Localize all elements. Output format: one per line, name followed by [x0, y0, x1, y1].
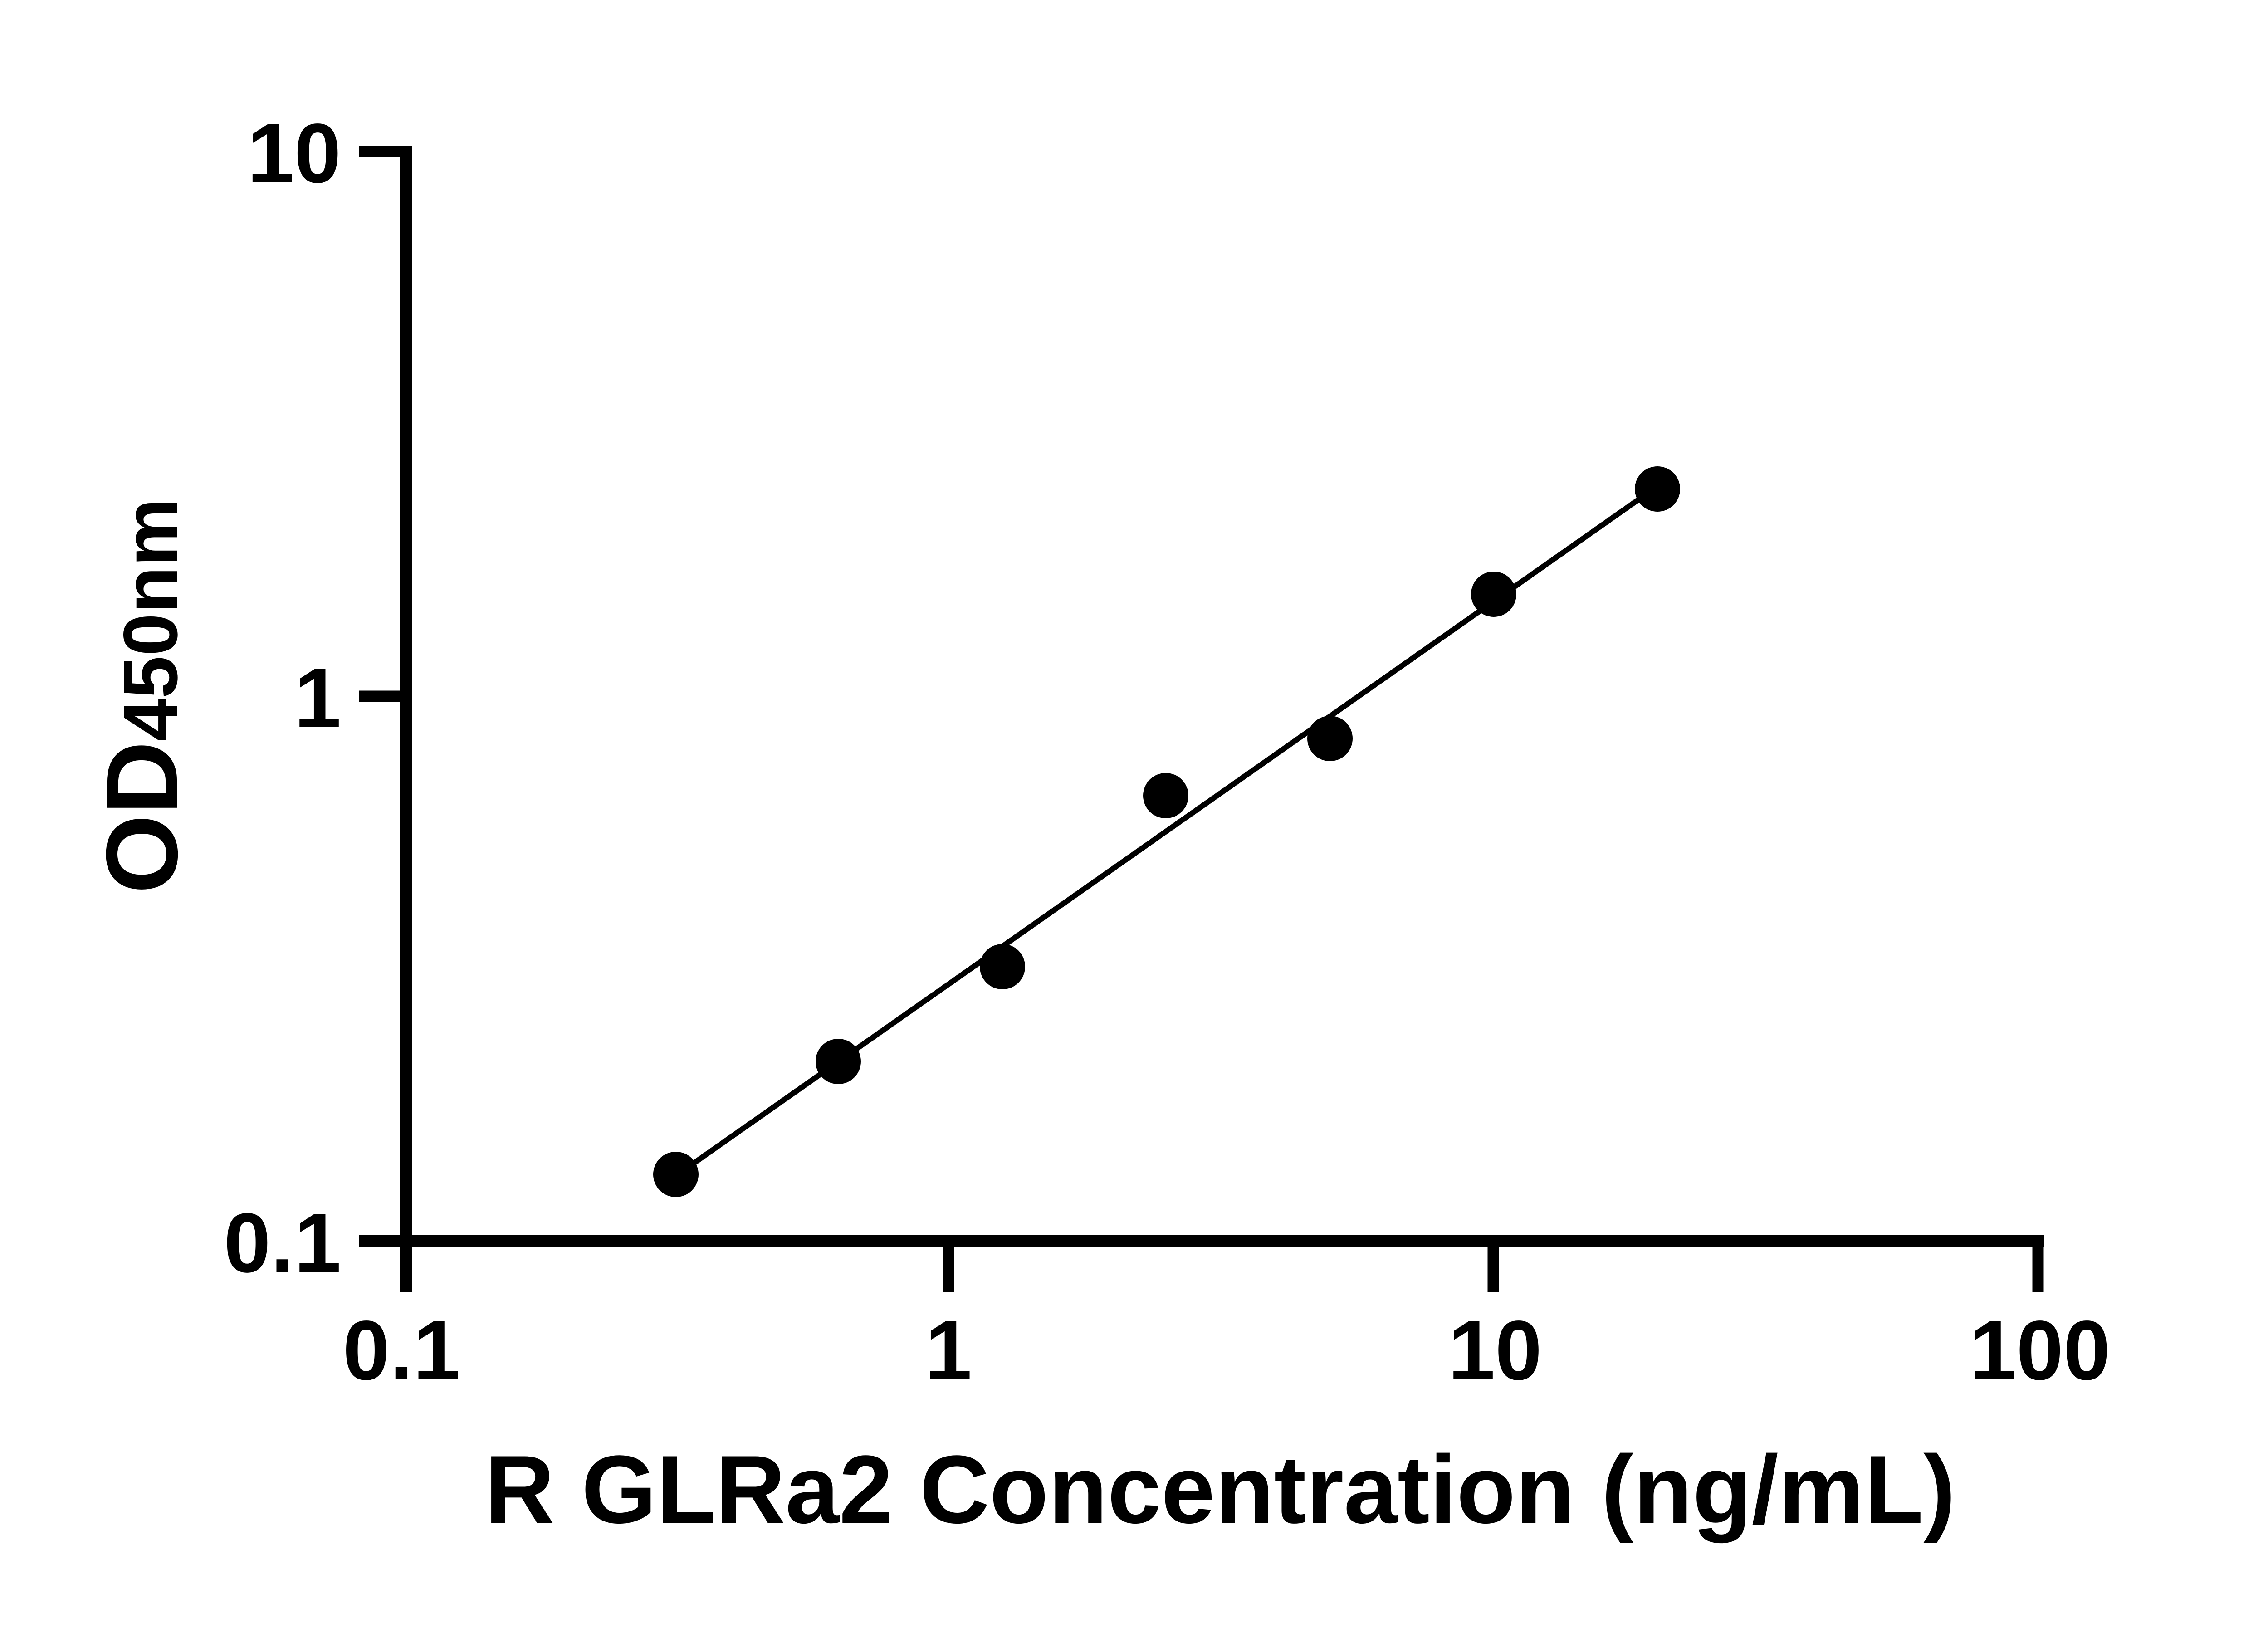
svg-text:100: 100 — [1970, 1304, 2110, 1398]
svg-text:0.1: 0.1 — [224, 1196, 341, 1290]
svg-text:1: 1 — [925, 1304, 972, 1398]
svg-text:R GLRa2 Concentration (ng/mL): R GLRa2 Concentration (ng/mL) — [485, 1436, 1955, 1544]
svg-text:1: 1 — [294, 651, 341, 745]
svg-text:10: 10 — [247, 107, 341, 200]
svg-text:0.1: 0.1 — [343, 1304, 460, 1398]
svg-text:10: 10 — [1448, 1304, 1542, 1398]
